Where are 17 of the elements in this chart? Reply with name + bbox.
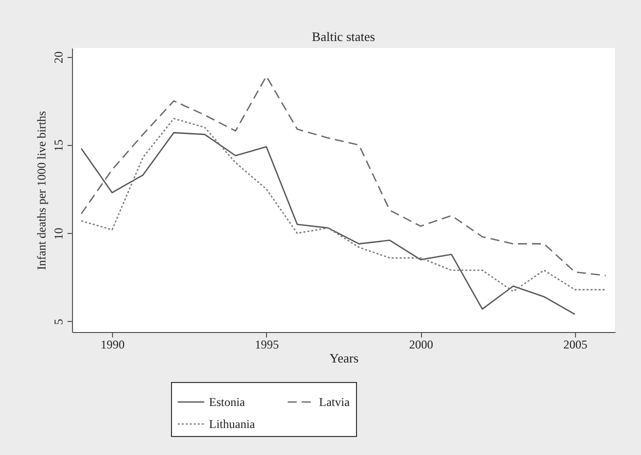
y-tick-label: 15 xyxy=(52,140,66,152)
x-tick-label: 1995 xyxy=(254,338,279,352)
chart-title: Baltic states xyxy=(312,29,376,44)
x-tick-label: 2000 xyxy=(409,338,434,352)
x-tick-label: 1990 xyxy=(100,338,125,352)
x-tick-label: 2005 xyxy=(563,338,588,352)
y-tick-label: 5 xyxy=(52,318,66,325)
y-tick-label: 20 xyxy=(52,51,66,64)
x-axis-title: Years xyxy=(329,350,359,366)
line-series xyxy=(80,118,606,292)
legend-label: Lithuania xyxy=(209,417,256,431)
line-series xyxy=(80,132,576,316)
legend-label: Latvia xyxy=(319,395,350,409)
line-series xyxy=(80,76,606,276)
legend-label: Estonia xyxy=(209,395,246,409)
y-axis-title: Infant deaths per 1000 live births xyxy=(34,110,48,270)
y-tick-label: 10 xyxy=(52,228,66,240)
